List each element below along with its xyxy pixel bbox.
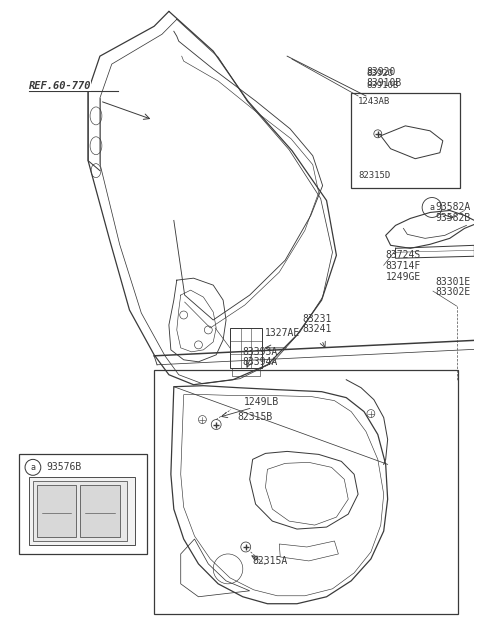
Bar bbox=[29, 477, 135, 545]
Text: a: a bbox=[30, 463, 36, 472]
Circle shape bbox=[25, 460, 41, 475]
Text: 83393A: 83393A bbox=[243, 347, 278, 357]
Text: 1249GE: 1249GE bbox=[385, 272, 421, 282]
Text: 83302E: 83302E bbox=[435, 287, 470, 297]
Text: 83920: 83920 bbox=[366, 67, 396, 77]
Bar bbox=[230, 328, 262, 368]
Text: 93582A: 93582A bbox=[435, 203, 470, 213]
Text: REF.60-770: REF.60-770 bbox=[29, 81, 92, 91]
Text: 83394A: 83394A bbox=[243, 357, 278, 367]
Bar bbox=[154, 370, 457, 613]
Text: 83910B: 83910B bbox=[366, 78, 401, 88]
Text: 83231: 83231 bbox=[302, 314, 331, 324]
Text: 82315A: 82315A bbox=[252, 556, 288, 566]
Text: a: a bbox=[430, 203, 434, 212]
Text: 93576B: 93576B bbox=[47, 462, 82, 472]
Text: 83724S: 83724S bbox=[385, 250, 421, 260]
Text: 82315B: 82315B bbox=[238, 411, 273, 422]
Bar bbox=[37, 486, 76, 537]
Bar bbox=[351, 93, 459, 187]
Bar bbox=[19, 454, 147, 554]
Bar bbox=[80, 486, 120, 537]
Text: 82315D: 82315D bbox=[358, 171, 390, 180]
Text: 83714F: 83714F bbox=[385, 261, 421, 271]
Text: 1327AE: 1327AE bbox=[264, 328, 300, 338]
Text: 83920: 83920 bbox=[366, 69, 393, 78]
Text: 1243AB: 1243AB bbox=[358, 97, 390, 106]
Text: 83241: 83241 bbox=[302, 324, 331, 334]
Bar bbox=[33, 481, 127, 541]
Text: 83910B: 83910B bbox=[366, 81, 398, 90]
Text: 83301E: 83301E bbox=[435, 277, 470, 287]
Text: 1249LB: 1249LB bbox=[244, 397, 279, 406]
Text: 93582B: 93582B bbox=[435, 213, 470, 223]
Circle shape bbox=[422, 197, 442, 218]
